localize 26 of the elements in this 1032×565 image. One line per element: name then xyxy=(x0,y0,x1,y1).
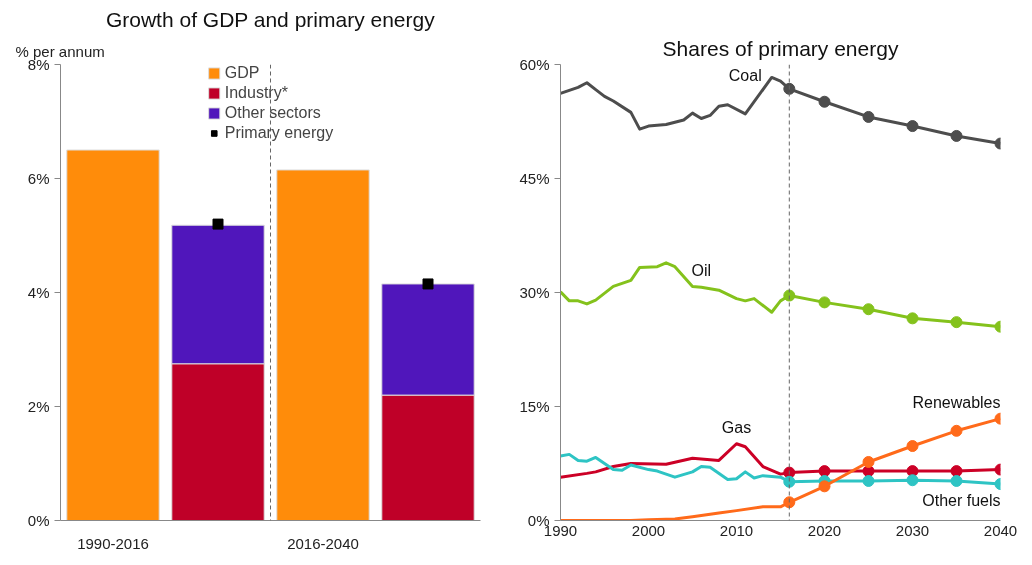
annotation: Coal xyxy=(728,66,762,84)
x-tick-label: 2030 xyxy=(895,521,930,539)
annotation: Gas xyxy=(721,418,752,436)
x-tick-label: 2040 xyxy=(983,521,1018,539)
legend-label: Other sectors xyxy=(224,104,321,122)
annotation: Oil xyxy=(691,262,712,280)
x-tick-label: 2010 xyxy=(719,521,754,539)
y-tick-label: 60% xyxy=(519,56,550,73)
chart-title: Shares of primary energy xyxy=(662,36,899,60)
y-tick-label: 15% xyxy=(519,398,550,415)
chart-title: Growth of GDP and primary energy xyxy=(105,7,436,31)
annotation: Other fuels xyxy=(922,492,1001,510)
y-tick-label: 45% xyxy=(519,170,550,187)
legend-label: GDP xyxy=(224,64,260,82)
y-tick-label: 6% xyxy=(27,170,50,187)
legend-label: Industry* xyxy=(224,84,288,102)
annotation: Renewables xyxy=(912,393,1001,411)
x-tick-label: 2016-2040 xyxy=(287,534,359,552)
x-tick-label: 2020 xyxy=(807,521,842,539)
y-tick-label: 30% xyxy=(519,284,550,301)
y-tick-label: 0% xyxy=(27,512,50,529)
x-tick-label: 1990-2016 xyxy=(77,534,149,552)
y-tick-label: 4% xyxy=(27,284,50,301)
y-tick-label: 2% xyxy=(27,398,50,415)
legend-label: Primary energy xyxy=(224,124,334,142)
x-tick-label: 2000 xyxy=(631,521,666,539)
